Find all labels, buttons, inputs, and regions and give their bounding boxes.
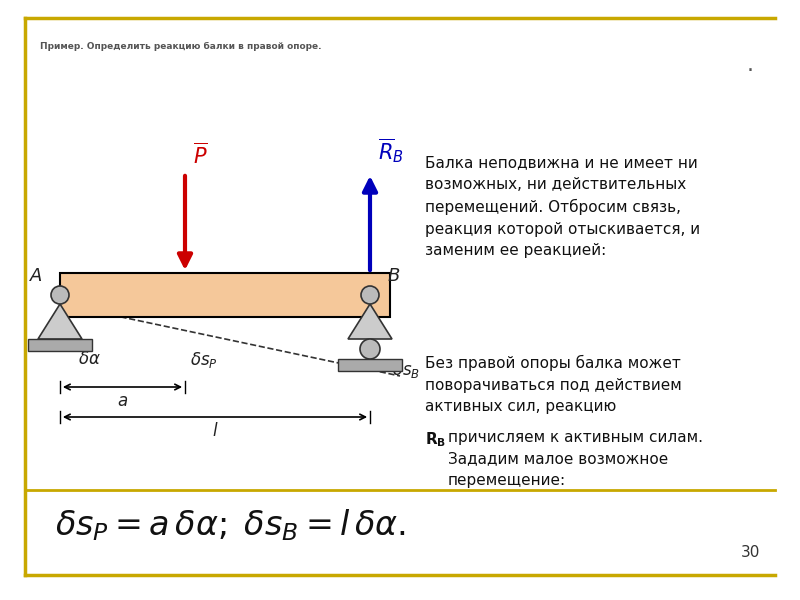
Text: причисляем к активным силам.
Зададим малое возможное
перемещение:: причисляем к активным силам. Зададим мал… (448, 430, 703, 488)
Text: 30: 30 (741, 545, 760, 560)
Text: $\delta s_P = a\,\delta\alpha;\;\delta s_B = l\,\delta\alpha.$: $\delta s_P = a\,\delta\alpha;\;\delta s… (55, 507, 406, 543)
Polygon shape (28, 339, 92, 351)
Circle shape (361, 286, 379, 304)
Circle shape (51, 286, 69, 304)
Text: .: . (746, 55, 754, 75)
Text: Без правой опоры балка может
поворачиваться под действием
активных сил, реакцию: Без правой опоры балка может поворачиват… (425, 355, 682, 415)
Polygon shape (338, 359, 402, 371)
Text: Пример. Определить реакцию балки в правой опоре.: Пример. Определить реакцию балки в право… (40, 42, 322, 51)
Circle shape (360, 339, 380, 359)
Text: $\delta s_P$: $\delta s_P$ (190, 350, 218, 370)
Text: A: A (30, 267, 42, 285)
Text: Балка неподвижна и не имеет ни
возможных, ни действительных
перемещений. Отброси: Балка неподвижна и не имеет ни возможных… (425, 155, 700, 258)
Text: $\delta s_B$: $\delta s_B$ (392, 360, 420, 380)
Text: $\overline{P}$: $\overline{P}$ (193, 143, 207, 168)
Text: l: l (213, 422, 218, 440)
Polygon shape (38, 304, 82, 339)
Text: a: a (118, 392, 128, 410)
Text: $\delta\alpha$: $\delta\alpha$ (78, 350, 101, 368)
Text: $\mathbf{R}_\mathbf{B}$: $\mathbf{R}_\mathbf{B}$ (425, 430, 446, 449)
Text: B: B (388, 267, 400, 285)
Text: $\overline{R}_B$: $\overline{R}_B$ (378, 136, 404, 165)
Polygon shape (60, 273, 390, 317)
Polygon shape (348, 304, 392, 339)
